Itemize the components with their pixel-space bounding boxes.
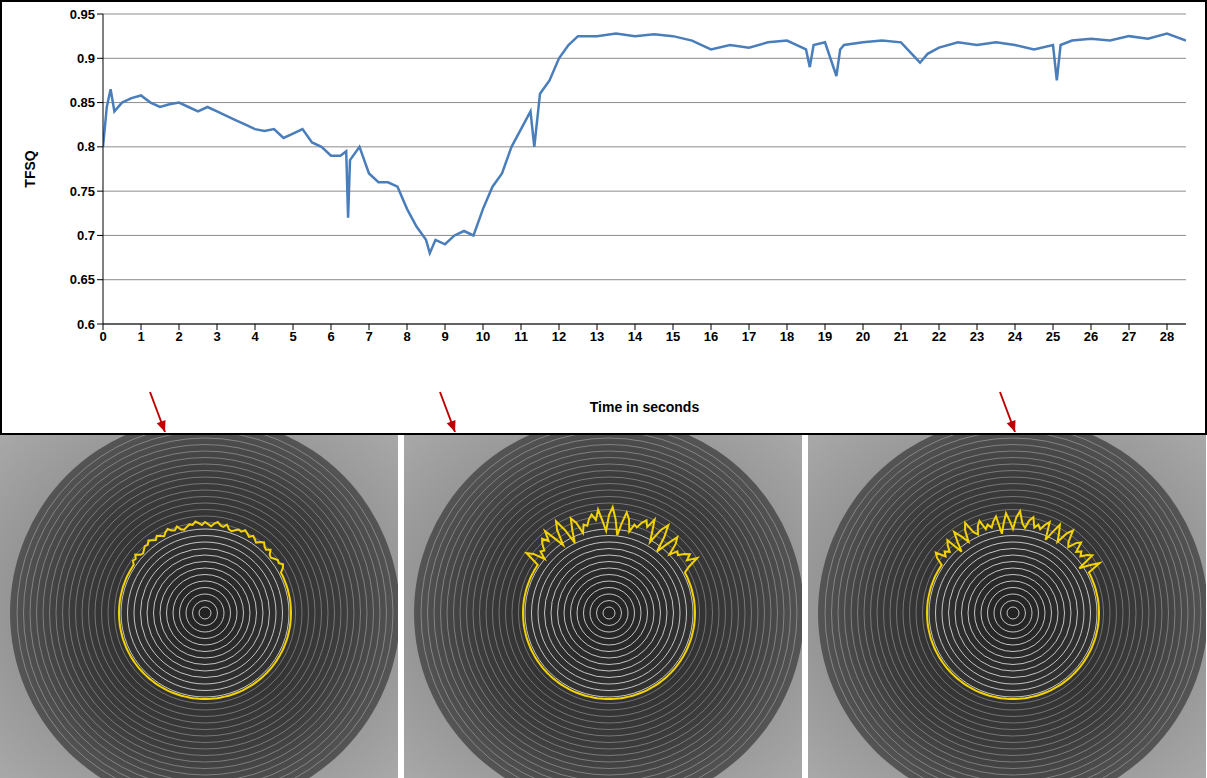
svg-text:0.85: 0.85: [70, 95, 95, 110]
svg-text:6: 6: [327, 329, 334, 344]
svg-text:0.75: 0.75: [70, 184, 95, 199]
svg-text:0.65: 0.65: [70, 272, 95, 287]
svg-text:0.7: 0.7: [77, 228, 95, 243]
svg-text:10: 10: [476, 329, 490, 344]
svg-text:0.95: 0.95: [70, 7, 95, 22]
svg-text:TFSQ: TFSQ: [22, 150, 38, 187]
svg-text:27: 27: [1122, 329, 1136, 344]
svg-text:18: 18: [780, 329, 794, 344]
svg-text:14: 14: [628, 329, 643, 344]
svg-text:5: 5: [289, 329, 296, 344]
svg-text:21: 21: [894, 329, 908, 344]
svg-text:23: 23: [970, 329, 984, 344]
svg-text:24: 24: [1008, 329, 1023, 344]
svg-text:22: 22: [932, 329, 946, 344]
svg-text:17: 17: [742, 329, 756, 344]
svg-text:12: 12: [552, 329, 566, 344]
svg-text:2: 2: [175, 329, 182, 344]
svg-text:3: 3: [213, 329, 220, 344]
svg-text:11: 11: [514, 329, 528, 344]
svg-text:0: 0: [99, 329, 106, 344]
svg-text:8: 8: [403, 329, 410, 344]
svg-text:0.9: 0.9: [77, 51, 95, 66]
svg-text:16: 16: [704, 329, 718, 344]
svg-text:0.8: 0.8: [77, 139, 95, 154]
svg-text:20: 20: [856, 329, 870, 344]
svg-text:1: 1: [137, 329, 144, 344]
svg-text:19: 19: [818, 329, 832, 344]
svg-text:4: 4: [251, 329, 259, 344]
svg-text:25: 25: [1046, 329, 1060, 344]
svg-text:Time in seconds: Time in seconds: [590, 399, 700, 415]
svg-text:0.6: 0.6: [77, 317, 95, 332]
svg-text:28: 28: [1160, 329, 1174, 344]
svg-text:9: 9: [441, 329, 448, 344]
svg-text:7: 7: [365, 329, 372, 344]
svg-text:13: 13: [590, 329, 604, 344]
svg-text:15: 15: [666, 329, 680, 344]
svg-text:26: 26: [1084, 329, 1098, 344]
